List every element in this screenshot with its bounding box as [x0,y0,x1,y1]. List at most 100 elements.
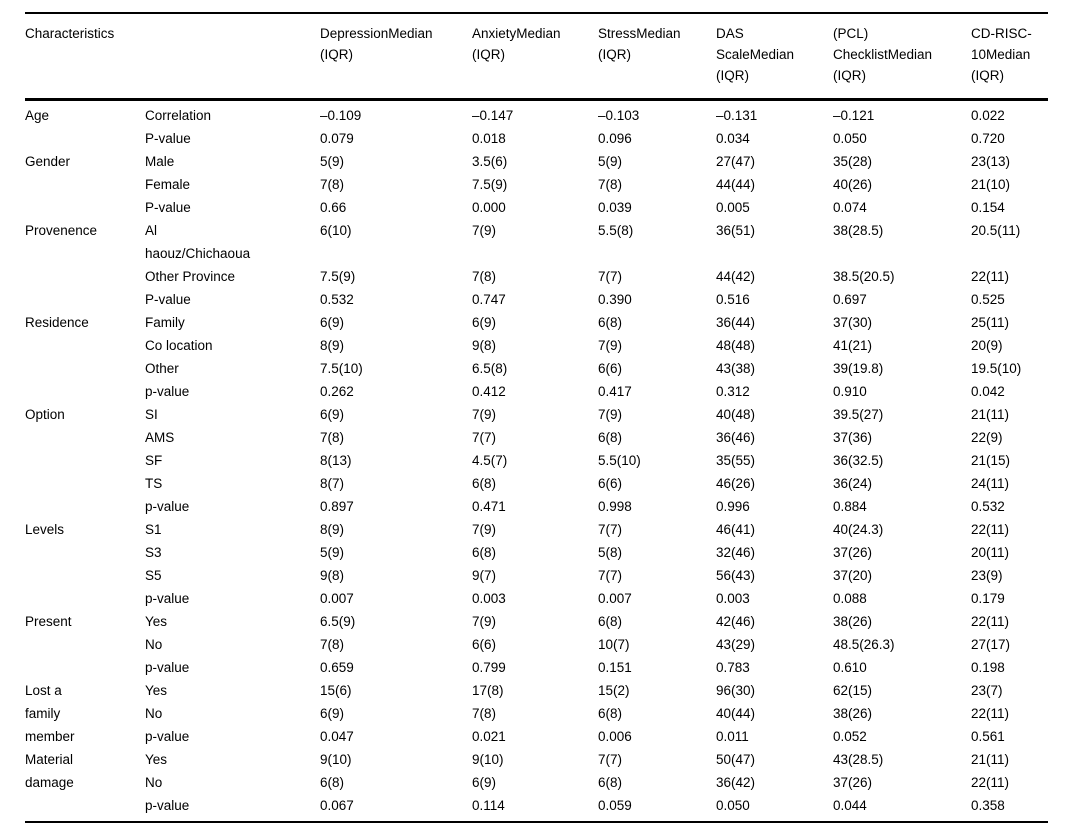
row-label-cell: SF [145,453,163,468]
value-cell: 38(26) [833,614,873,629]
value-cell: 0.262 [320,384,354,399]
value-cell: 0.039 [598,200,632,215]
value-cell: 7.5(9) [472,177,508,192]
category-cell: Option [25,407,65,422]
value-cell: 10(7) [598,637,630,652]
value-cell: 7(7) [472,430,497,445]
value-cell: 39.5(27) [833,407,884,422]
row-label-cell: No [145,637,163,652]
value-cell: 46(26) [716,476,756,491]
value-cell: 5.5(8) [598,223,634,238]
value-cell: 7(8) [320,177,345,192]
value-cell: 0.088 [833,591,867,606]
value-cell: 0.005 [716,200,750,215]
value-cell: 6(6) [598,361,623,376]
value-cell: 7(9) [472,614,497,629]
column-header: StressMedian (IQR) [598,13,716,101]
table-row: Other 7.5(10) 6.5(8) 6(6) 43(38) 39(19.8) 19.5… [25,357,1048,380]
value-cell: –0.131 [716,108,758,123]
row-label-cell: P-value [145,292,191,307]
table-row: p-value 0.659 0.799 0.151 0.783 0.610 0.198 [25,656,1048,679]
value-cell: 37(26) [833,545,873,560]
row-label-cell: P-value [145,131,191,146]
value-cell: 7(9) [598,338,623,353]
column-header: AnxietyMedian (IQR) [472,13,598,101]
table-row: No 7(8) 6(6) 10(7) 43(29) 48.5(26.3) 27(17) [25,633,1048,656]
value-cell: 0.561 [971,729,1005,744]
value-cell: 0.532 [971,499,1005,514]
value-cell: 6(6) [472,637,497,652]
value-cell: 0.067 [320,798,354,813]
category-cell: Residence [25,315,89,330]
value-cell: 5(8) [598,545,623,560]
value-cell: 25(11) [971,315,1010,330]
table-row: p-value 0.047 0.021 0.006 0.011 0.052 0.561 [25,725,1048,748]
value-cell: 6(9) [320,407,345,422]
value-cell: 36(42) [716,775,756,790]
value-cell: 9(8) [472,338,497,353]
table-row: Levels S1 8(9) 7(9) 7(7) 46(41) 40(24.3) 22(11) [25,518,1048,541]
value-cell: 20.5(11) [971,223,1021,238]
value-cell: 40(44) [716,706,756,721]
value-cell: 27(17) [971,637,1011,652]
column-header: DepressionMedian (IQR) [320,13,472,101]
value-cell: 0.697 [833,292,867,307]
value-cell: 6(8) [598,775,623,790]
table-row: P-value 0.079 0.018 0.096 0.034 0.050 0.720 [25,127,1048,150]
value-cell: 7(9) [472,407,497,422]
value-cell: 17(8) [472,683,504,698]
value-cell: 0.047 [320,729,354,744]
table-body: Age Correlation –0.109 –0.147 –0.103 –0.131 –0… [25,100,1048,823]
value-cell: 21(11) [971,752,1010,767]
value-cell: 22(11) [971,522,1010,537]
value-cell: 7(8) [320,430,345,445]
value-cell: 0.044 [833,798,867,813]
value-cell: 7(8) [320,637,345,652]
row-label-cell: Co location [145,338,213,353]
row-label-cell: P-value [145,200,191,215]
row-label-cell: No [145,706,163,721]
table-row: Other Province 7.5(9) 7(8) 7(7) 44(42) 38.5(2… [25,265,1048,288]
value-cell: 37(36) [833,430,873,445]
value-cell: 9(7) [472,568,497,583]
value-cell: 6(8) [472,476,497,491]
column-header: CD-RISC- 10Median (IQR) [971,13,1048,101]
value-cell: 15(2) [598,683,630,698]
value-cell: 0.151 [598,660,632,675]
value-cell: 0.720 [971,131,1005,146]
value-cell: 0.783 [716,660,750,675]
value-cell: 37(20) [833,568,873,583]
value-cell: 20(11) [971,545,1010,560]
value-cell: –0.147 [472,108,514,123]
value-cell: 43(28.5) [833,752,884,767]
value-cell: 38.5(20.5) [833,269,895,284]
value-cell: 0.154 [971,200,1005,215]
value-cell: 23(7) [971,683,1003,698]
value-cell: 0.050 [833,131,867,146]
table-row: Provenence Al haouz/Chichaoua 6(10) 7(9) 5.5… [25,219,1048,265]
value-cell: 0.003 [472,591,506,606]
value-cell: –0.103 [598,108,640,123]
value-cell: 0.412 [472,384,506,399]
value-cell: 44(44) [716,177,756,192]
value-cell: 0.052 [833,729,867,744]
value-cell: 7(7) [598,522,623,537]
table-row: S3 5(9) 6(8) 5(8) 32(46) 37(26) 20(11) [25,541,1048,564]
table-row: p-value 0.067 0.114 0.059 0.050 0.044 0.358 [25,794,1048,822]
value-cell: 0.096 [598,131,632,146]
table-row: p-value 0.007 0.003 0.007 0.003 0.088 0.179 [25,587,1048,610]
table-row: Gender Male 5(9) 3.5(6) 5(9) 27(47) 35(28) 23(1… [25,150,1048,173]
table-row: Co location 8(9) 9(8) 7(9) 48(48) 41(21) 20(9) [25,334,1048,357]
value-cell: 40(26) [833,177,873,192]
row-label-cell: p-value [145,384,190,399]
value-cell: 6(9) [320,315,345,330]
value-cell: 37(26) [833,775,873,790]
value-cell: 48(48) [716,338,756,353]
value-cell: 0.007 [598,591,632,606]
table-row: SF 8(13) 4.5(7) 5.5(10) 35(55) 36(32.5) 21(15) [25,449,1048,472]
value-cell: 0.198 [971,660,1005,675]
value-cell: 5.5(10) [598,453,641,468]
value-cell: 19.5(10) [971,361,1022,376]
column-header: (PCL) ChecklistMedian (IQR) [833,13,971,101]
